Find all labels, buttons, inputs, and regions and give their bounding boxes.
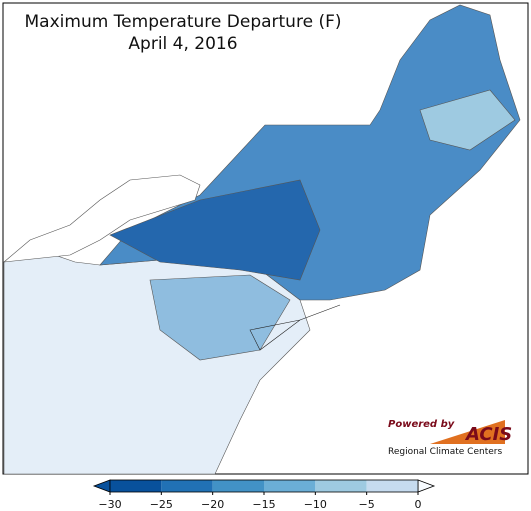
lake-erie-ontario: [3, 174, 201, 263]
colorbar-bin: [212, 480, 264, 492]
colorbar-tick-label: −5: [359, 498, 375, 511]
logo-powered: Powered by: [388, 419, 455, 430]
colorbar-tick-label: −10: [304, 498, 327, 511]
colorbar-tick-label: 0: [415, 498, 422, 511]
colorbar-tick-label: −20: [201, 498, 224, 511]
map-title: Maximum Temperature Departure (F): [25, 12, 342, 32]
colorbar-extend-high: [417, 479, 436, 493]
colorbar: −30 −25 −20 −15 −10 −5 0: [92, 479, 436, 511]
maine-mild: [419, 89, 516, 151]
colorbar-tick-label: −25: [150, 498, 173, 511]
logo-name: ACIS: [464, 424, 512, 445]
colorbar-bin: [264, 480, 316, 492]
colorbar-tick-label: −30: [98, 498, 121, 511]
coastline: [249, 304, 341, 351]
cold-core: [109, 179, 321, 281]
map-subtitle: April 4, 2016: [128, 34, 237, 54]
colorbar-bin: [366, 480, 418, 492]
logo: Powered by ACIS Regional Climate Centers: [388, 419, 512, 457]
colorbar-bin: [110, 480, 162, 492]
colorbar-tick-label: −15: [252, 498, 275, 511]
colorbar-bin: [315, 480, 367, 492]
logo-tagline: Regional Climate Centers: [388, 447, 502, 457]
map: [3, 4, 521, 475]
colorbar-extend-low: [92, 479, 111, 493]
logo-swoosh: [430, 420, 505, 444]
colorbar-bin: [161, 480, 213, 492]
